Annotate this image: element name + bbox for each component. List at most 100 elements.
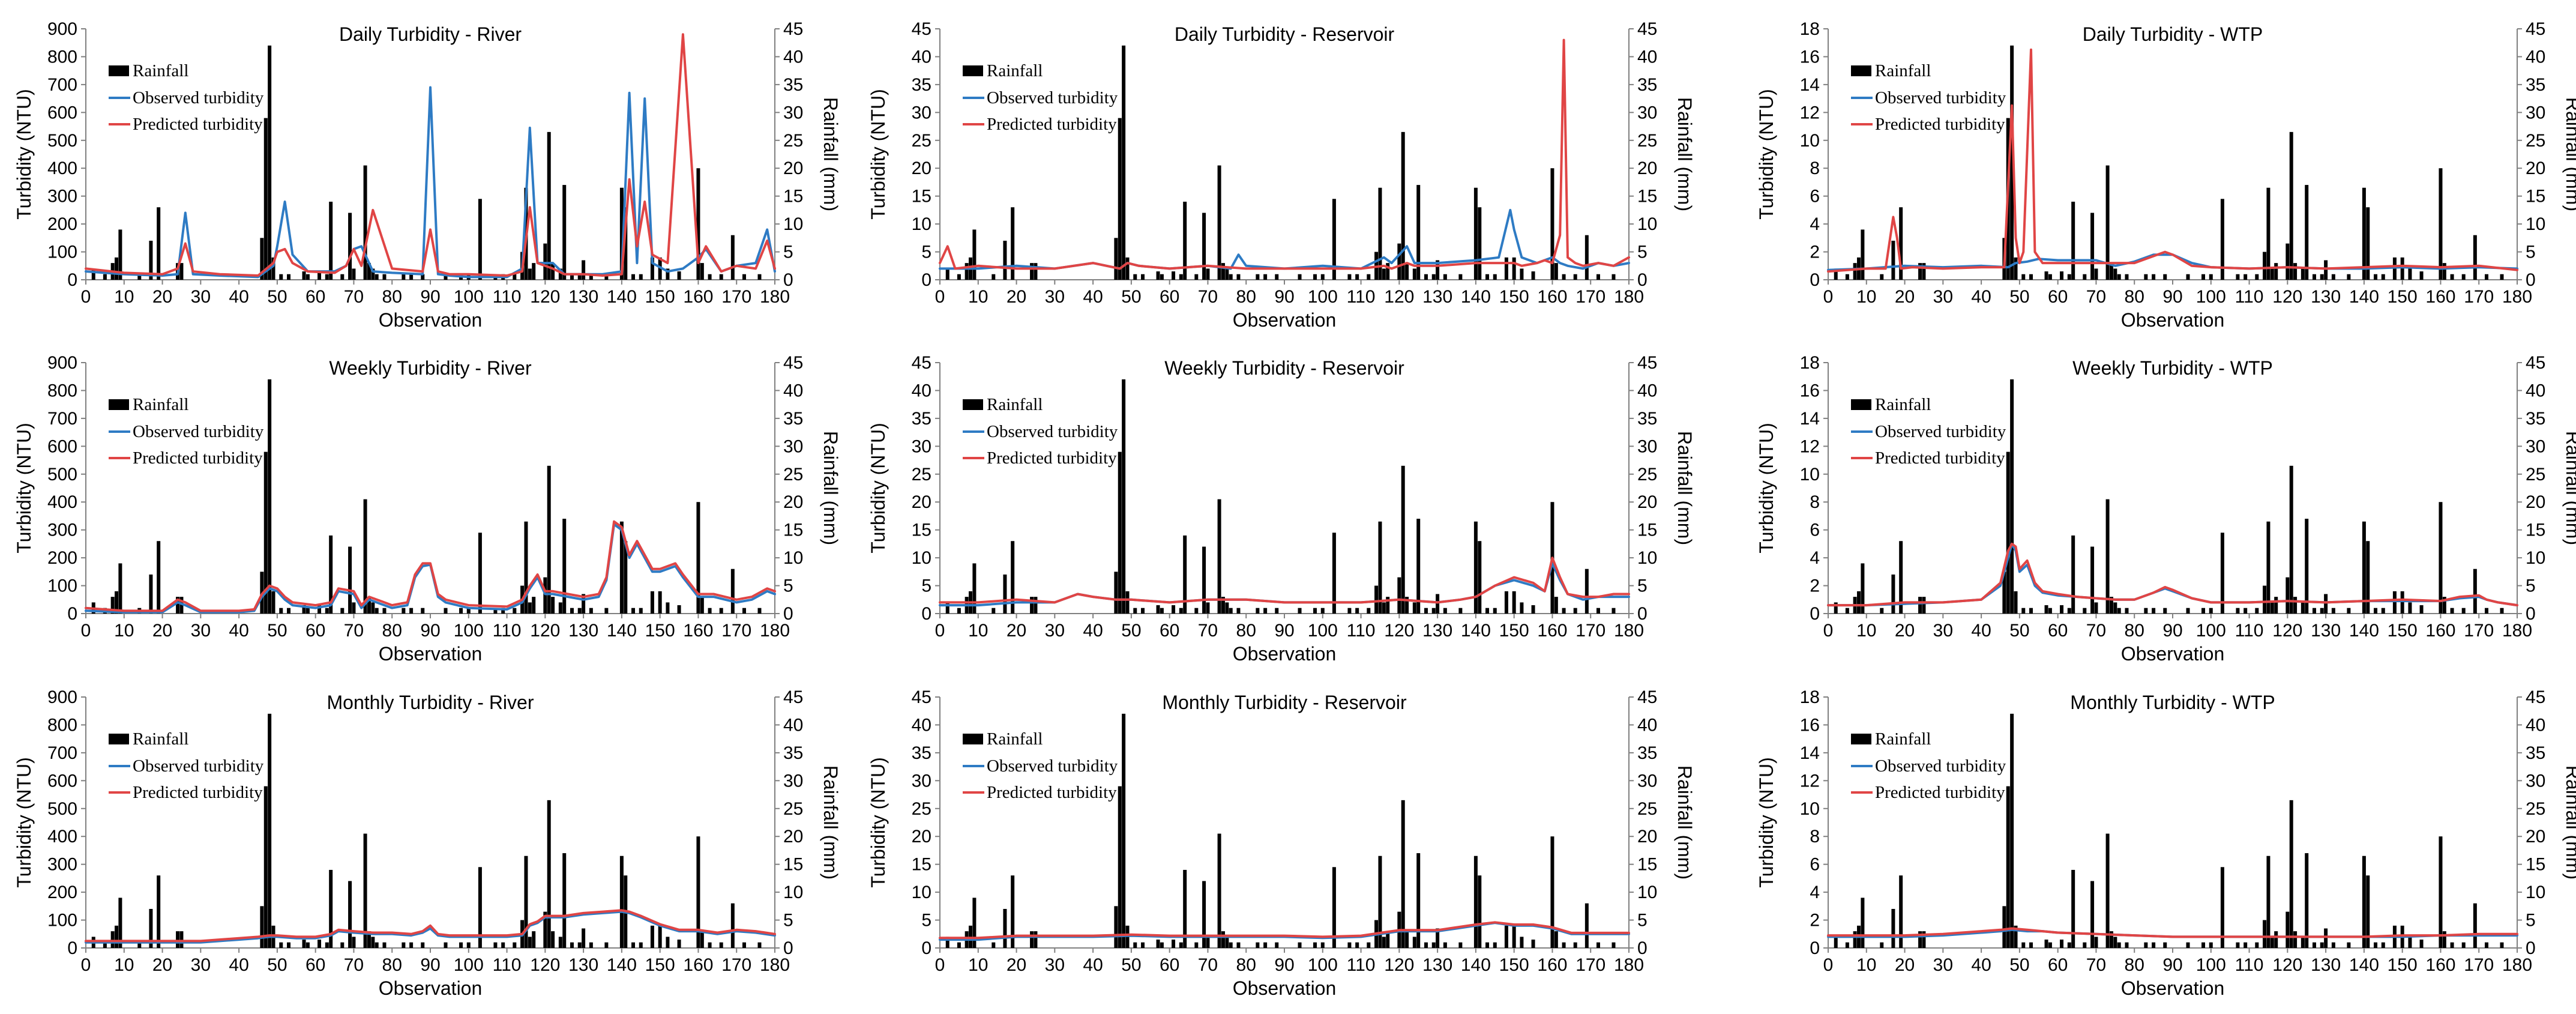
rainfall-bar: [302, 271, 306, 280]
x-tick-label: 160: [2425, 621, 2455, 641]
rainfall-bar: [279, 942, 283, 948]
rainfall-bar: [2439, 836, 2443, 948]
rainfall-bar: [1011, 207, 1015, 280]
x-tick-label: 120: [1384, 287, 1414, 307]
y-tick-label: 10: [912, 883, 931, 902]
rainfall-bar: [1584, 235, 1589, 280]
x-tick-label: 110: [493, 621, 522, 641]
rainfall-bar: [1458, 608, 1463, 614]
rainfall-bar: [2014, 925, 2018, 948]
y2-tick-label: 45: [2526, 353, 2545, 373]
rainfall-bar: [402, 942, 406, 948]
rainfall-bar: [2301, 268, 2305, 280]
rainfall-bar: [305, 608, 310, 614]
rainfall-bar: [1512, 257, 1516, 280]
rainfall-bar: [624, 207, 628, 280]
x-tick-label: 50: [1121, 287, 1141, 307]
rainfall-bar: [103, 942, 107, 948]
x-tick-label: 110: [1347, 955, 1376, 975]
x-tick-label: 60: [2048, 287, 2068, 307]
rainfall-bar: [1845, 942, 1849, 948]
x-tick-label: 90: [1274, 621, 1294, 641]
rainfall-bar: [2366, 207, 2370, 280]
y-tick-label: 4: [1810, 883, 1820, 902]
rainfall-bar: [2152, 274, 2156, 280]
rainfall-bar: [742, 274, 746, 280]
rainfall-bar: [2186, 274, 2190, 280]
x-tick-label: 160: [683, 621, 713, 641]
rainfall-bar: [91, 268, 95, 280]
x-tick-label: 50: [2009, 955, 2029, 975]
y-tick-label: 0: [67, 270, 77, 290]
y2-tick-label: 15: [1637, 187, 1657, 207]
y-tick-label: 2: [1810, 243, 1820, 262]
y2-tick-label: 35: [2526, 743, 2545, 763]
y2-tick-label: 40: [1637, 715, 1657, 735]
rainfall-bar: [2331, 942, 2335, 948]
rainfall-bar: [1485, 608, 1490, 614]
rainfall-bar: [421, 942, 425, 948]
x-tick-label: 70: [2086, 621, 2106, 641]
rainfall-bar: [1504, 591, 1508, 614]
rainfall-bar: [1573, 608, 1577, 614]
rainfall-bar: [2002, 906, 2006, 948]
rainfall-bar: [2152, 942, 2156, 948]
rainfall-bar: [582, 594, 586, 614]
rainfall-bar: [1386, 931, 1390, 948]
rainfall-bar: [2105, 833, 2110, 948]
x-tick-label: 30: [1933, 621, 1953, 641]
rainfall-bar: [271, 257, 275, 280]
y2-tick-label: 10: [1637, 214, 1657, 234]
x-tick-label: 140: [607, 621, 637, 641]
rainfall-bar: [1236, 608, 1241, 614]
rainfall-bar: [325, 274, 329, 280]
predicted-turbidity-line: [85, 909, 776, 943]
rainfall-bar: [524, 521, 528, 614]
y-axis-label: Turbidity (NTU): [867, 423, 889, 553]
rainfall-bar: [1003, 908, 1007, 948]
rainfall-bar: [1443, 608, 1447, 614]
rainfall-bar: [279, 608, 283, 614]
rainfall-bar: [1550, 168, 1554, 280]
rainfall-bar: [444, 942, 448, 948]
legend: Rainfall Observed turbidity Predicted turb…: [109, 61, 264, 134]
rainfall-bar: [1179, 274, 1183, 280]
legend: Rainfall Observed turbidity Predicted turb…: [109, 729, 264, 802]
rainfall-bar: [992, 942, 996, 948]
rainfall-bar: [1221, 263, 1225, 280]
rainfall-bar: [1332, 867, 1336, 948]
legend-predicted-label: Predicted turbidity: [133, 115, 263, 134]
rainfall-bar: [2113, 602, 2117, 614]
rainfall-bar: [1313, 274, 1317, 280]
predicted-turbidity-line: [939, 38, 1630, 270]
x-tick-label: 110: [2235, 621, 2264, 641]
rainfall-bar: [2201, 608, 2206, 614]
x-tick-label: 60: [1160, 621, 1179, 641]
rainfall-bar: [1011, 875, 1015, 948]
rainfall-bar: [972, 898, 977, 948]
y2-axis-label: Rainfall (mm): [2562, 765, 2576, 880]
x-tick-label: 80: [382, 621, 402, 641]
y2-tick-label: 15: [2526, 187, 2545, 207]
rainfall-bar: [2461, 942, 2466, 948]
x-tick-label: 170: [721, 287, 751, 307]
rainfall-bar: [1355, 274, 1359, 280]
y-tick-label: 800: [47, 47, 77, 67]
rainfall-bar: [730, 569, 735, 614]
rainfall-bar: [2255, 274, 2259, 280]
y-tick-label: 500: [47, 799, 77, 819]
rainfall-bar: [1034, 931, 1038, 948]
rainfall-bar: [562, 185, 567, 280]
x-tick-label: 160: [1537, 955, 1567, 975]
rainfall-bar: [2010, 713, 2014, 948]
chart-title: Daily Turbidity - WTP: [2083, 23, 2263, 45]
rainfall-bar: [2347, 942, 2351, 948]
x-tick-label: 60: [305, 287, 325, 307]
x-tick-label: 50: [2009, 621, 2029, 641]
rainfall-bar: [1485, 274, 1490, 280]
legend-rainfall-swatch: [109, 65, 129, 76]
x-tick-label: 160: [2425, 955, 2455, 975]
y2-tick-label: 25: [2526, 799, 2545, 819]
rainfall-bar: [1011, 541, 1015, 614]
rainfall-bar: [1596, 274, 1600, 280]
